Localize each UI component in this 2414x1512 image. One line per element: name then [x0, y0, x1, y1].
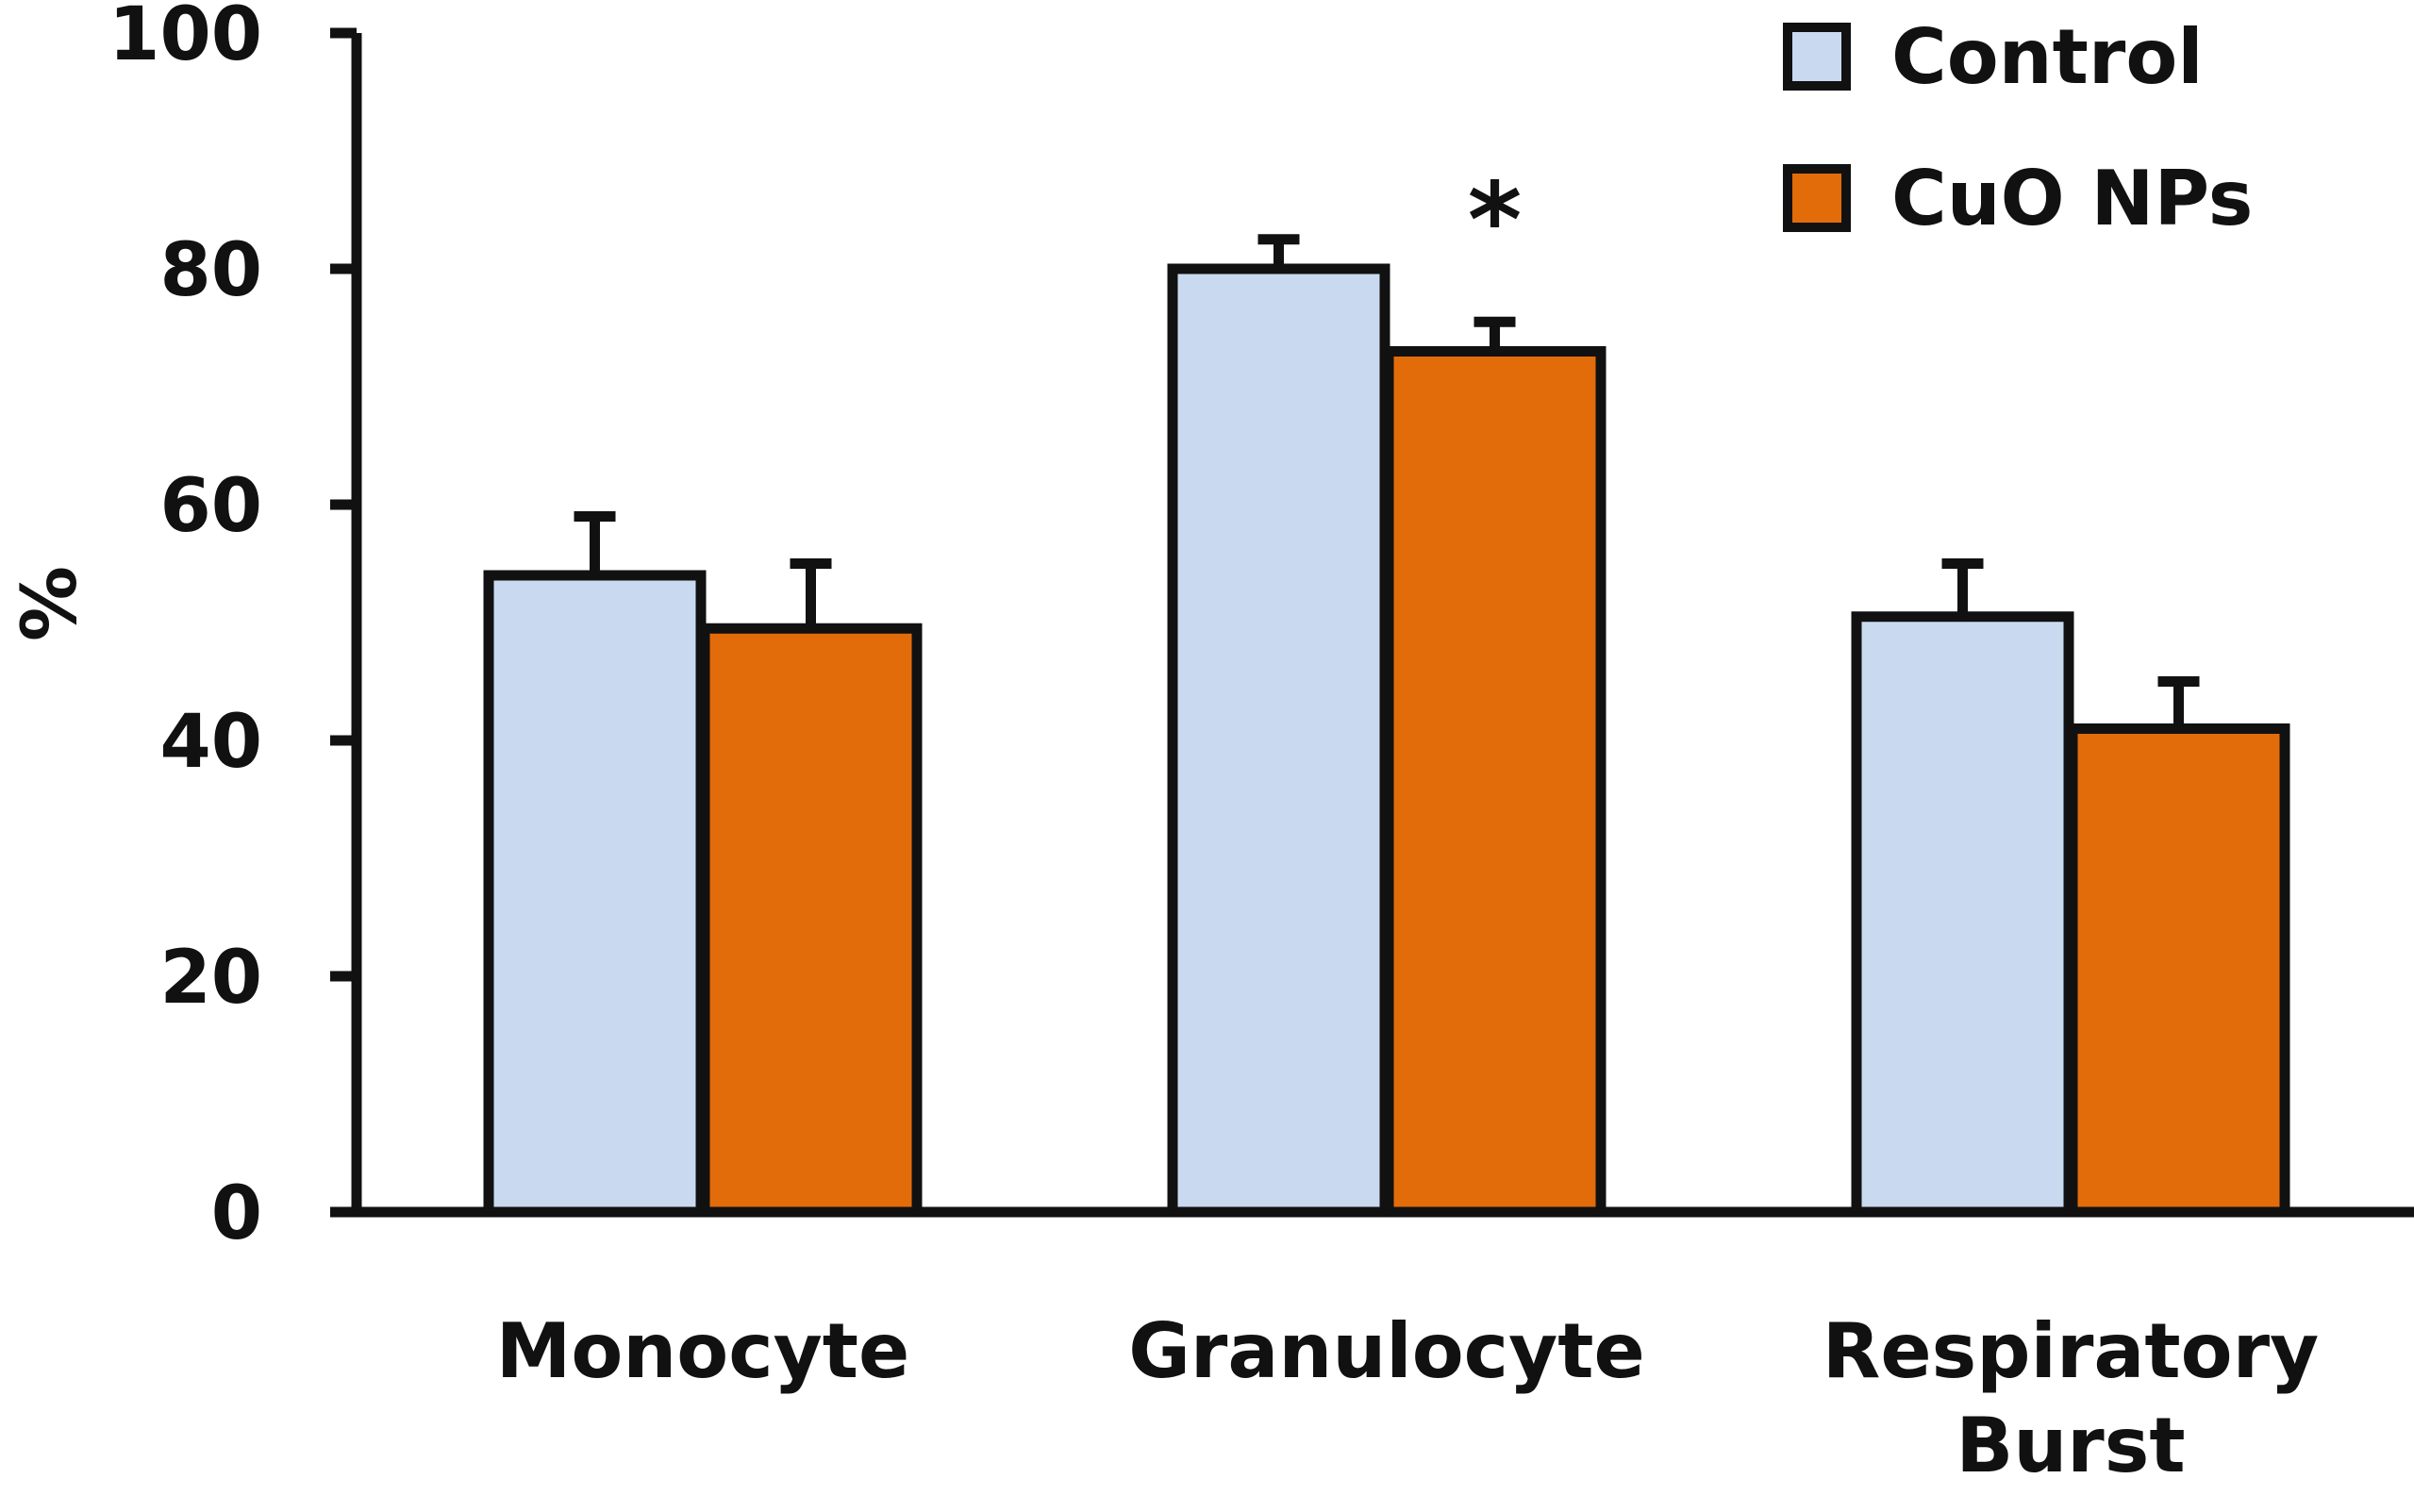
bar-cuo-nps [2067, 723, 2290, 1218]
y-tick-label: 60 [159, 464, 262, 549]
bar-control [1851, 611, 2074, 1218]
bar-cuo-nps [1383, 346, 1607, 1218]
y-tick-label: 80 [159, 228, 262, 313]
legend-swatch-cuo-nps [1783, 164, 1851, 232]
error-bars [574, 234, 2200, 729]
legend-label: CuO NPs [1891, 155, 2253, 242]
x-category-label: Granulocyte [1128, 1307, 1644, 1395]
y-axis-label: % [6, 566, 93, 641]
legend-swatch-control [1783, 23, 1851, 91]
y-tick-label: 40 [159, 700, 262, 785]
x-category-label: Burst [1956, 1402, 2185, 1489]
bars [483, 263, 2290, 1218]
y-tick-label: 100 [108, 0, 262, 77]
x-category-label: Respiratory [1823, 1307, 2319, 1395]
bar-control [1167, 263, 1390, 1218]
legend: Control CuO NPs [1783, 13, 2253, 242]
bar-control [483, 570, 707, 1218]
y-tick-label: 0 [211, 1171, 262, 1256]
legend-label: Control [1891, 13, 2204, 101]
y-tick-label: 20 [159, 936, 262, 1021]
bar-cuo-nps [699, 623, 923, 1218]
x-category-label: Monocyte [496, 1307, 910, 1395]
labels: 0 20 40 60 80 100% Monocyte Granulocyte Respirat… [6, 0, 2319, 1489]
significance-marker: * [1468, 159, 1523, 280]
